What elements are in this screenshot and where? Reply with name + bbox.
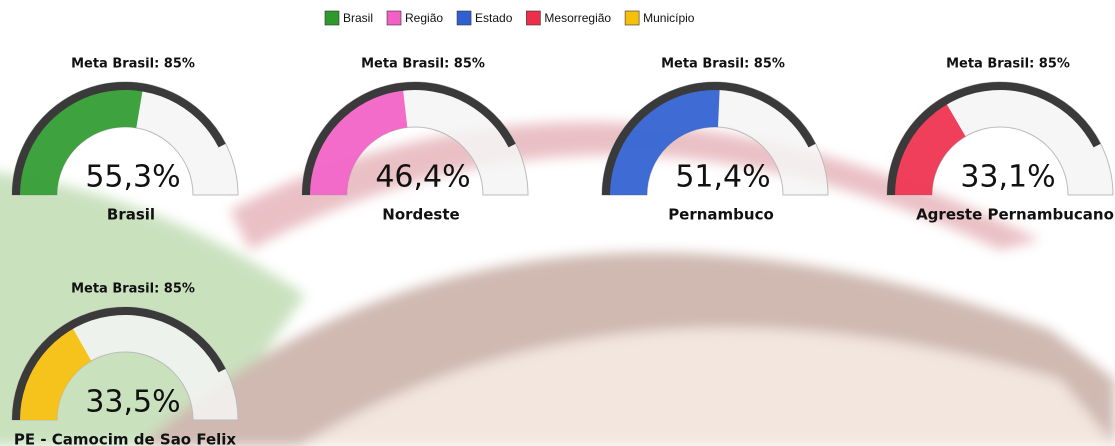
gauge: Meta Brasil: 85% 51,4% Pernambuco (601, 57, 829, 224)
gauge-fill (12, 82, 144, 195)
legend-label: Brasil (343, 11, 373, 25)
gauge: Meta Brasil: 85% 55,3% Brasil (11, 57, 239, 224)
legend-label: Estado (475, 11, 513, 25)
category-label: Nordeste (382, 206, 459, 224)
target-label: Meta Brasil: 85% (71, 282, 195, 297)
value-label: 55,3% (85, 160, 180, 195)
target-label: Meta Brasil: 85% (946, 57, 1070, 72)
gauge: Meta Brasil: 85% 46,4% Nordeste (301, 57, 529, 224)
legend-label: Município (643, 11, 695, 25)
category-label: Pernambuco (668, 206, 774, 224)
gauge: Meta Brasil: 85% 33,5% PE - Camocim de Sao… (11, 282, 239, 446)
category-label: PE - Camocim de Sao Felix (14, 431, 237, 446)
legend-label: Região (405, 11, 443, 25)
value-label: 33,5% (85, 385, 180, 420)
gauge: Meta Brasil: 85% 33,1% Agreste Pernambucan… (886, 57, 1114, 224)
gauge-fill (886, 97, 966, 195)
value-label: 33,1% (960, 160, 1055, 195)
legend-swatch (324, 10, 340, 26)
value-label: 51,4% (675, 160, 770, 195)
legend: Brasil Região Estado Mesorregião Município (324, 10, 695, 26)
target-label: Meta Brasil: 85% (661, 57, 785, 72)
category-label: Brasil (107, 206, 155, 224)
gauge-fill (12, 321, 92, 420)
target-label: Meta Brasil: 85% (71, 57, 195, 72)
legend-label: Mesorregião (544, 11, 611, 25)
legend-swatch (456, 10, 472, 26)
gauge-fill (302, 82, 408, 195)
legend-swatch (624, 10, 640, 26)
legend-swatch (386, 10, 402, 26)
target-label: Meta Brasil: 85% (361, 57, 485, 72)
value-label: 46,4% (375, 160, 470, 195)
legend-swatch (526, 10, 541, 26)
category-label: Agreste Pernambucano (916, 206, 1114, 224)
gauge-fill (602, 82, 720, 195)
